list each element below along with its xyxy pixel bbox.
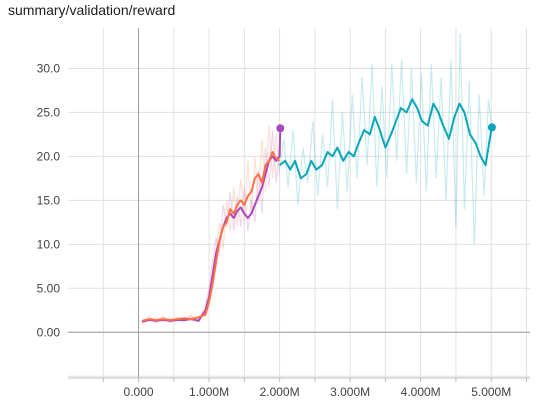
x-tick-label: 1.000M <box>189 385 229 399</box>
x-tick-label: 4.000M <box>401 385 441 399</box>
series-end-marker-run-teal <box>487 123 496 132</box>
y-tick-label: 15.0 <box>37 193 61 207</box>
y-tick-label: 5.00 <box>37 281 61 295</box>
series-raw-line-run-orange <box>141 125 281 324</box>
x-tick-label: 2.000M <box>260 385 300 399</box>
series-smoothed-line-run-orange <box>141 151 281 322</box>
x-tick-label: 5.000M <box>471 385 511 399</box>
y-tick-label: 30.0 <box>37 61 61 75</box>
y-tick-label: 20.0 <box>37 149 61 163</box>
series-end-marker-run-purple <box>276 124 285 133</box>
axis-layer <box>68 28 530 382</box>
y-tick-label: 0.00 <box>37 325 61 339</box>
x-tick-label: 0.000 <box>124 385 154 399</box>
series-smoothed-line-run-teal <box>278 98 493 180</box>
raw-series-layer <box>141 33 493 324</box>
grid-layer <box>68 28 530 378</box>
smoothed-series-layer <box>141 98 496 323</box>
chart-title: summary/validation/reward <box>8 2 176 18</box>
tick-label-layer: 0.000 1.000M 2.000M 3.000M 4.000M 5.000M 0.00 5… <box>37 61 512 399</box>
y-tick-label: 10.0 <box>37 237 61 251</box>
series-raw-line-run-teal <box>279 33 493 245</box>
x-tick-label: 3.000M <box>330 385 370 399</box>
y-tick-label: 25.0 <box>37 105 61 119</box>
